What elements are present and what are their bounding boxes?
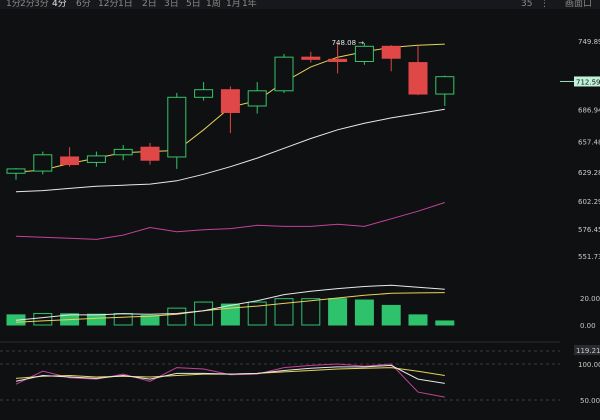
volume-bar[interactable] (274, 298, 294, 326)
volume-bar[interactable] (354, 299, 374, 326)
price-tick-label: 749.89 (578, 38, 600, 46)
timeframe-tab-9[interactable]: 5日 (186, 0, 201, 9)
expand-icon[interactable]: ⋮ (540, 0, 549, 9)
volume-bar[interactable] (301, 298, 321, 326)
oscillator-line-0 (15, 363, 445, 398)
candle-body[interactable] (408, 62, 428, 95)
current-price-label: 712.59 (576, 78, 600, 86)
price-tick-label: 629.28 (578, 169, 600, 177)
candle-body[interactable] (328, 58, 348, 62)
oscillator-max-tag (574, 345, 600, 355)
timeframe-tab-12[interactable]: 1年 (242, 0, 257, 9)
current-price-tag (574, 76, 600, 87)
volume-panel[interactable] (6, 284, 455, 326)
timeframe-tab-7[interactable]: 2日 (142, 0, 157, 9)
candle-body[interactable] (274, 56, 294, 92)
timeframe-tab-0[interactable]: 1分 (6, 0, 21, 9)
timeframe-tab-4[interactable]: 6分 (76, 0, 91, 9)
oscillator-line-2 (15, 364, 445, 384)
candle-body[interactable] (435, 76, 455, 95)
volume-bar[interactable] (381, 304, 401, 326)
timeframe-tab-5[interactable]: 12分 (98, 0, 119, 9)
candle-body[interactable] (247, 90, 267, 107)
volume-bar[interactable] (113, 313, 133, 326)
price-tick-label: 551.73 (578, 253, 600, 261)
timeframe-tab-1[interactable]: 2分 (20, 0, 35, 9)
price-ma-line-2 (15, 202, 445, 240)
oscillator-panel[interactable] (15, 363, 445, 398)
volume-bar[interactable] (194, 301, 214, 326)
candle-body[interactable] (194, 89, 214, 98)
candle-body[interactable] (167, 96, 187, 158)
price-ma-line-1 (15, 108, 445, 193)
price-panel[interactable]: 748.08 → (6, 39, 455, 240)
volume-bar[interactable] (408, 314, 428, 326)
oscillator-line-1 (15, 367, 445, 379)
volume-bar[interactable] (435, 320, 455, 326)
volume-ma-line-0 (15, 292, 445, 323)
count-label: 35 (521, 0, 533, 9)
candle-body[interactable] (301, 56, 321, 60)
oscillator-tick-label: 100.00 (578, 361, 600, 369)
timeframe-toolbar: 35 ⋮ 画面口 1分 2分 3分 4分 6分 12分 1日 2日 3日 5日 1周 1月 1年 (0, 0, 600, 9)
price-tick-label: 657.48 (578, 138, 600, 146)
timeframe-tab-8[interactable]: 3日 (164, 0, 179, 9)
oscillator-tick-label: 119.21 (576, 347, 600, 355)
volume-bar[interactable] (167, 307, 187, 326)
timeframe-tab-10[interactable]: 1周 (206, 0, 221, 9)
candle-body[interactable] (33, 154, 53, 172)
grid-lines (0, 341, 560, 401)
volume-tick-label: 20.00 (580, 295, 600, 303)
timeframe-tab-6[interactable]: 1日 (118, 0, 133, 9)
menu-button[interactable]: 画面口 (565, 0, 593, 9)
timeframe-tab-11[interactable]: 1月 (226, 0, 241, 9)
candle-body[interactable] (140, 146, 160, 161)
candle-body[interactable] (60, 156, 80, 166)
candle-body[interactable] (354, 45, 374, 62)
timeframe-tab-2[interactable]: 3分 (34, 0, 49, 9)
price-axis: 749.89 686.94 657.48 629.28 602.29 576.45 551.… (560, 38, 600, 405)
price-tick-label: 576.45 (578, 226, 600, 234)
volume-bar[interactable] (247, 301, 267, 326)
price-tick-label: 602.29 (578, 198, 600, 206)
volume-bar[interactable] (220, 303, 240, 326)
volume-bar[interactable] (33, 313, 53, 326)
volume-tick-label: 0.00 (580, 322, 596, 330)
candle-body[interactable] (6, 168, 26, 174)
price-tick-label: 686.94 (578, 106, 600, 114)
candle-body[interactable] (86, 155, 106, 163)
volume-bar[interactable] (328, 298, 348, 326)
candle-body[interactable] (220, 89, 240, 113)
volume-bar[interactable] (140, 315, 160, 326)
volume-ma-line-1 (15, 284, 445, 321)
oscillator-tick-label: 50.00 (580, 397, 600, 405)
candle-body[interactable] (113, 148, 133, 156)
timeframe-tab-3[interactable]: 4分 (52, 0, 67, 9)
candle-body[interactable] (381, 45, 401, 59)
high-annotation: 748.08 → (332, 39, 365, 47)
volume-bar[interactable] (86, 313, 106, 326)
